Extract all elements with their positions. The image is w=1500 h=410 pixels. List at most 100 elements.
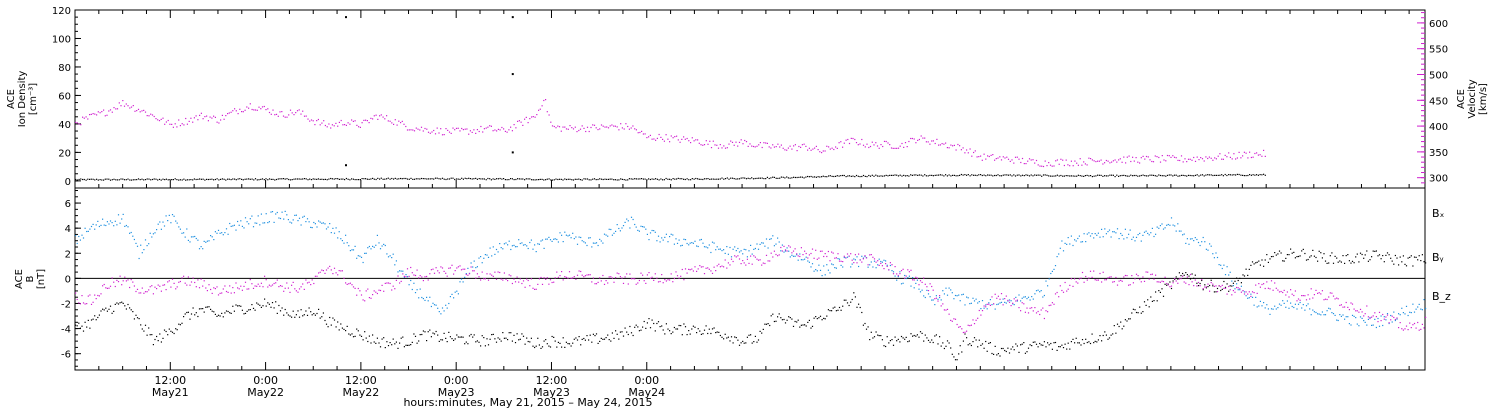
- velocity-point: [188, 120, 190, 122]
- density-point: [779, 177, 781, 179]
- bz-point: [446, 275, 448, 277]
- bx-point: [1320, 252, 1322, 254]
- velocity-point: [134, 110, 136, 112]
- velocity-point: [831, 147, 833, 149]
- velocity-point: [569, 125, 571, 127]
- bx-point: [753, 341, 755, 343]
- bz-point: [179, 280, 181, 283]
- velocity-point: [225, 115, 227, 117]
- density-label-line2: Ion Density: [17, 71, 28, 128]
- by-point: [1121, 234, 1123, 236]
- velocity-point: [660, 136, 662, 138]
- density-point: [258, 179, 260, 181]
- by-point: [1188, 243, 1190, 245]
- density-point: [1035, 174, 1038, 176]
- by-point: [973, 300, 976, 302]
- density-point: [167, 179, 169, 181]
- bx-point: [453, 339, 455, 341]
- density-tick-label: 20: [58, 148, 71, 159]
- bz-point: [249, 279, 251, 281]
- velocity-point: [869, 145, 872, 148]
- bx-point: [888, 342, 890, 344]
- velocity-point: [897, 147, 900, 149]
- density-point: [160, 179, 162, 181]
- velocity-point: [440, 128, 442, 130]
- by-point: [1132, 236, 1134, 238]
- by-point: [551, 240, 553, 242]
- bz-point: [665, 280, 667, 282]
- bz-point: [387, 282, 390, 284]
- bz-point: [214, 288, 216, 290]
- velocity-point: [939, 144, 941, 146]
- bz-point: [308, 281, 310, 283]
- density-point: [148, 178, 150, 180]
- bz-point: [519, 278, 521, 280]
- bx-point: [646, 322, 648, 324]
- bx-point: [1421, 254, 1423, 256]
- bx-point: [116, 302, 118, 304]
- density-point: [469, 178, 471, 180]
- by-point: [675, 238, 677, 240]
- by-point: [1135, 236, 1138, 238]
- by-point: [1229, 271, 1231, 273]
- bx-point: [605, 337, 607, 339]
- density-point: [333, 178, 335, 180]
- by-point: [1097, 232, 1099, 234]
- by-point: [627, 220, 629, 222]
- by-point: [1248, 297, 1250, 299]
- by-point: [1423, 299, 1425, 301]
- time-axis-title: hours:minutes, May 21, 2015 – May 24, 20…: [403, 396, 652, 409]
- by-point: [864, 256, 866, 258]
- bx-point: [535, 345, 537, 347]
- bx-point: [910, 333, 912, 335]
- bx-point: [511, 340, 513, 342]
- by-point: [1415, 308, 1417, 310]
- bx-point: [392, 338, 394, 340]
- bz-point: [545, 278, 547, 280]
- bz-point: [84, 303, 86, 305]
- bx-point: [460, 336, 463, 338]
- by-point: [543, 247, 545, 249]
- bx-point: [1404, 263, 1406, 265]
- by-point: [341, 240, 343, 242]
- bx-point: [748, 334, 750, 336]
- bz-point: [313, 282, 315, 285]
- bx-point: [418, 340, 420, 342]
- density-point: [323, 178, 325, 181]
- by-point: [324, 223, 326, 225]
- bx-point: [225, 310, 228, 312]
- bx-point: [329, 316, 331, 319]
- bz-point: [305, 279, 307, 281]
- bx-point: [937, 343, 939, 345]
- bz-point: [718, 263, 720, 265]
- by-point: [684, 239, 687, 241]
- density-point: [585, 178, 587, 180]
- density-point: [394, 177, 396, 179]
- density-point: [267, 179, 269, 181]
- bz-point: [1031, 307, 1033, 309]
- density-point: [702, 178, 704, 181]
- velocity-point: [251, 108, 253, 111]
- by-point: [1180, 230, 1182, 232]
- bx-point: [421, 333, 423, 336]
- by-point: [834, 267, 836, 269]
- by-point: [691, 242, 693, 244]
- by-point: [1140, 240, 1142, 242]
- bz-point: [1172, 282, 1174, 284]
- velocity-point: [987, 155, 989, 157]
- bz-point: [292, 281, 294, 283]
- bz-point: [854, 254, 856, 256]
- by-point: [1091, 233, 1093, 235]
- density-point: [146, 178, 148, 180]
- density-point: [780, 176, 782, 178]
- velocity-point: [400, 122, 402, 124]
- by-point: [357, 255, 359, 257]
- by-point: [90, 225, 93, 228]
- bx-point: [594, 335, 596, 337]
- density-point: [261, 178, 264, 180]
- velocity-point: [710, 147, 713, 149]
- bx-point: [1285, 257, 1287, 259]
- velocity-point: [349, 123, 351, 125]
- bx-point: [988, 342, 990, 344]
- bz-point: [1234, 291, 1236, 293]
